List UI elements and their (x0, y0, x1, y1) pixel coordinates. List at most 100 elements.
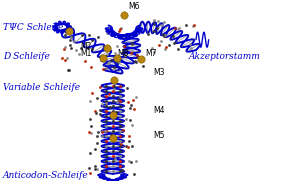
Point (111, 114, 115, 117)
Point (89, 125, 93, 128)
Point (111, 125, 115, 128)
Point (135, 53, 139, 57)
Point (151, 23, 156, 26)
Point (104, 109, 108, 112)
Point (63, 58, 68, 61)
Point (134, 61, 138, 64)
Point (172, 42, 176, 45)
Point (125, 87, 129, 90)
Point (104, 135, 108, 138)
Point (111, 150, 115, 153)
Point (105, 32, 109, 35)
Point (115, 56, 119, 59)
Point (111, 135, 115, 138)
Point (130, 50, 134, 53)
Point (191, 24, 195, 27)
Point (107, 93, 112, 96)
Point (98, 113, 103, 116)
Point (117, 170, 122, 173)
Text: M3: M3 (154, 68, 165, 77)
Point (88, 117, 92, 120)
Point (93, 109, 98, 112)
Point (104, 129, 108, 132)
Text: Anticodon-Schleife: Anticodon-Schleife (3, 171, 89, 180)
Point (108, 105, 112, 108)
Point (129, 160, 133, 163)
Point (124, 118, 128, 121)
Point (188, 43, 193, 46)
Point (111, 119, 115, 122)
Point (118, 143, 123, 146)
Point (114, 57, 118, 60)
Point (117, 119, 122, 122)
Point (117, 165, 122, 168)
Point (111, 170, 115, 173)
Point (130, 43, 134, 46)
Point (117, 129, 122, 132)
Point (133, 59, 138, 62)
Point (124, 144, 129, 147)
Point (105, 47, 109, 50)
Point (117, 155, 122, 158)
Point (65, 29, 69, 32)
Point (109, 59, 113, 62)
Point (100, 130, 104, 133)
Text: TΨC Schleife: TΨC Schleife (3, 23, 63, 32)
Point (72, 40, 76, 43)
Point (171, 35, 176, 38)
Text: M7: M7 (145, 49, 157, 58)
Point (111, 104, 115, 107)
Point (104, 160, 108, 163)
Point (152, 50, 156, 53)
Point (104, 114, 108, 117)
Point (134, 159, 139, 162)
Point (117, 114, 122, 117)
Point (94, 111, 98, 114)
Point (93, 147, 98, 150)
Point (128, 103, 133, 106)
Point (158, 40, 163, 43)
Point (65, 57, 70, 60)
Point (104, 165, 108, 168)
Point (160, 24, 164, 27)
Point (111, 89, 115, 92)
Point (120, 169, 124, 172)
Point (117, 104, 122, 107)
Point (117, 84, 122, 87)
Text: Variable Schleife: Variable Schleife (3, 83, 80, 92)
Point (118, 27, 123, 30)
Point (92, 167, 97, 170)
Point (90, 39, 94, 42)
Point (127, 160, 132, 163)
Point (63, 33, 67, 36)
Point (117, 160, 122, 163)
Point (90, 92, 94, 95)
Point (161, 20, 166, 23)
Point (155, 26, 160, 29)
Point (80, 33, 85, 36)
Point (114, 44, 119, 47)
Point (74, 49, 78, 52)
Point (66, 69, 70, 72)
Point (95, 141, 99, 144)
Point (97, 86, 102, 89)
Point (78, 46, 83, 49)
Point (128, 106, 133, 109)
Point (117, 109, 122, 112)
Point (104, 119, 108, 122)
Point (176, 26, 181, 29)
Point (69, 35, 73, 38)
Point (68, 39, 73, 42)
Point (172, 26, 177, 29)
Point (136, 56, 141, 59)
Point (111, 160, 115, 163)
Point (117, 145, 122, 148)
Point (67, 30, 71, 33)
Point (130, 41, 134, 44)
Point (126, 140, 131, 143)
Point (188, 46, 193, 49)
Point (146, 33, 151, 36)
Point (112, 87, 116, 90)
Point (116, 29, 121, 32)
Point (111, 145, 115, 148)
